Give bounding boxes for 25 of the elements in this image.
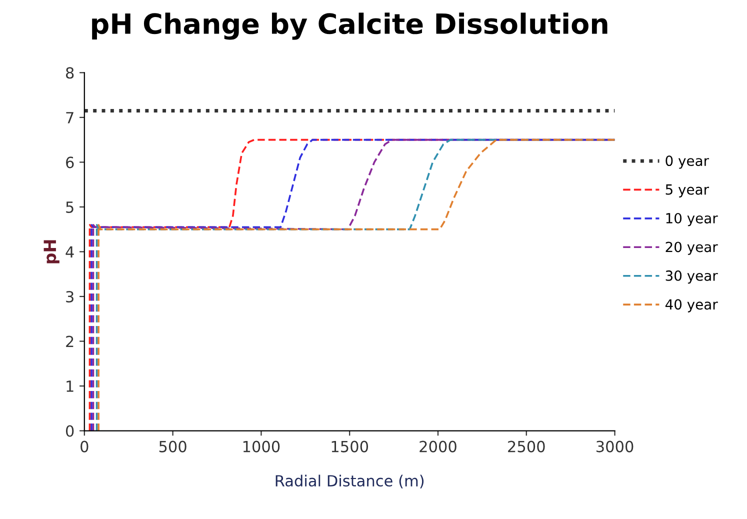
x-axis-title: Radial Distance (m) bbox=[276, 474, 424, 488]
x-tick-label: 2500 bbox=[508, 440, 545, 452]
x-tick-label: 500 bbox=[159, 440, 186, 452]
x-tick-label: 0 bbox=[80, 440, 88, 452]
y-tick-label: 4 bbox=[66, 246, 74, 258]
x-tick-label: 1000 bbox=[243, 440, 280, 452]
chart-title: pH Change by Calcite Dissolution bbox=[92, 12, 608, 40]
y-tick-label: 0 bbox=[66, 425, 74, 437]
y-tick-label: 3 bbox=[66, 290, 74, 302]
y-tick-label: 6 bbox=[66, 156, 74, 168]
legend-label: 40 year bbox=[665, 299, 718, 312]
legend-label: 5 year bbox=[666, 184, 710, 198]
legend-label: 30 year bbox=[666, 270, 718, 284]
legend-label: 20 year bbox=[666, 242, 718, 255]
y-tick-label: 5 bbox=[66, 202, 74, 213]
y-tick-label: 2 bbox=[66, 336, 74, 348]
y-tick-label: 1 bbox=[66, 380, 74, 392]
x-tick-label: 2000 bbox=[420, 440, 456, 452]
legend-label: 0 year bbox=[666, 156, 710, 169]
x-tick-label: 1500 bbox=[332, 440, 368, 452]
x-tick-label: 3000 bbox=[596, 440, 634, 452]
legend-label: 10 year bbox=[666, 212, 718, 226]
y-tick-label: 8 bbox=[66, 67, 74, 79]
y-axis-title: pH bbox=[44, 240, 60, 264]
y-tick-label: 7 bbox=[66, 112, 74, 124]
